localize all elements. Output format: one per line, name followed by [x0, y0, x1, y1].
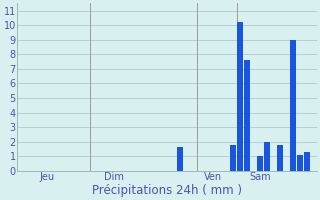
Bar [277, 145, 283, 171]
Bar [304, 152, 309, 171]
X-axis label: Précipitations 24h ( mm ): Précipitations 24h ( mm ) [92, 184, 242, 197]
Bar [177, 147, 183, 171]
Bar [244, 60, 250, 171]
Bar [290, 40, 296, 171]
Bar [297, 155, 303, 171]
Bar [230, 145, 236, 171]
Bar [257, 156, 263, 171]
Bar [237, 22, 243, 171]
Bar [264, 142, 270, 171]
